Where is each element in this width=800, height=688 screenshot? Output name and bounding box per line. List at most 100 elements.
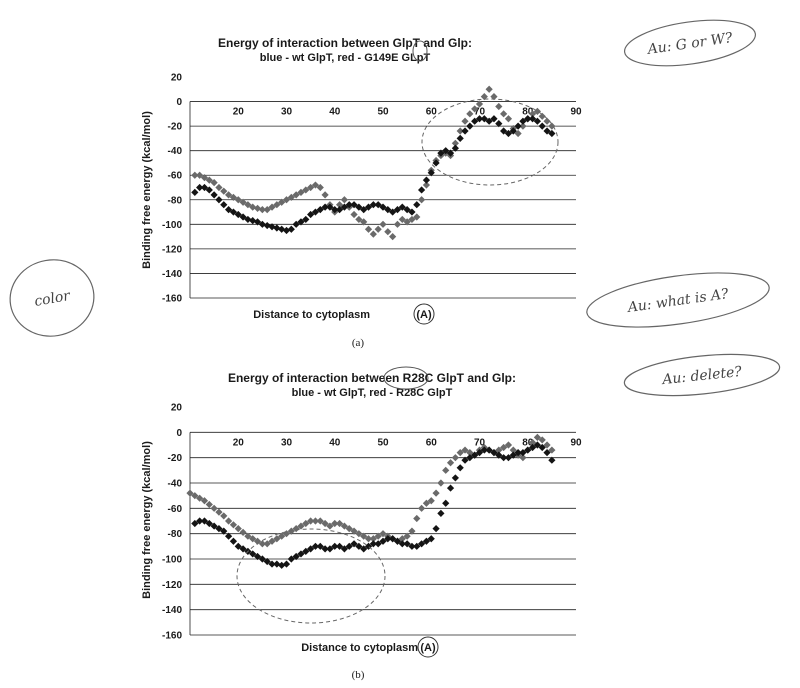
chart-a-points [191, 85, 556, 241]
data-point-series-2 [432, 525, 440, 533]
chart-b-x-axis-label: Distance to cytoplasm [301, 642, 418, 654]
data-point-series-1 [311, 517, 320, 525]
data-point-series-2 [196, 183, 204, 192]
data-point-series-2 [321, 203, 329, 211]
data-point-series-1 [432, 489, 440, 497]
data-point-series-1 [210, 504, 218, 512]
data-point-series-2 [509, 127, 517, 135]
data-point-series-1 [398, 535, 406, 543]
data-point-series-1 [234, 196, 242, 204]
data-point-series-1 [398, 215, 406, 224]
data-point-series-1 [263, 540, 271, 548]
data-point-series-2 [427, 169, 435, 177]
data-point-series-1 [196, 171, 204, 179]
y-tick-label: -60 [168, 171, 183, 182]
x-tick-label: 80 [522, 437, 534, 448]
y-tick-label: -140 [162, 269, 182, 280]
data-point-series-2 [200, 183, 209, 192]
y-tick-label: -40 [168, 146, 183, 157]
chart-a-title: Energy of interaction between GlpT and G… [218, 36, 472, 50]
data-point-series-2 [495, 451, 503, 459]
data-point-series-2 [504, 129, 513, 138]
x-tick-label: 40 [329, 437, 341, 448]
x-tick-label: 20 [233, 107, 245, 118]
data-point-series-1 [543, 441, 551, 449]
data-point-series-2 [519, 449, 527, 457]
margin-note-middle-right-text: Au: what is A? [625, 286, 730, 316]
data-point-series-2 [215, 196, 223, 204]
data-point-series-2 [379, 537, 387, 545]
data-point-series-2 [471, 451, 479, 459]
data-point-series-1 [292, 525, 300, 533]
data-point-series-2 [273, 560, 281, 568]
data-point-series-1 [244, 201, 252, 209]
data-point-series-2 [451, 474, 459, 482]
data-point-series-2 [191, 188, 199, 197]
data-point-series-2 [302, 547, 310, 555]
data-point-series-2 [297, 550, 305, 558]
data-point-series-1 [456, 449, 464, 457]
y-tick-label: 20 [171, 403, 183, 414]
chart-b-gridlines [189, 431, 576, 636]
data-point-series-2 [268, 560, 276, 568]
data-point-series-1 [229, 193, 238, 201]
data-point-series-2 [229, 537, 238, 545]
data-point-series-2 [210, 522, 218, 530]
data-point-series-1 [519, 454, 527, 462]
data-point-series-2 [220, 527, 228, 535]
data-point-series-2 [225, 532, 233, 540]
data-point-series-2 [379, 203, 387, 211]
data-point-series-2 [398, 540, 406, 548]
data-point-series-1 [253, 204, 262, 212]
data-point-series-1 [533, 433, 541, 441]
data-point-series-1 [268, 537, 276, 545]
data-point-series-1 [345, 525, 353, 533]
data-point-series-2 [374, 540, 382, 548]
data-point-series-2 [239, 213, 247, 221]
data-point-series-1 [316, 183, 324, 192]
data-point-series-2 [403, 206, 411, 214]
data-point-series-1 [331, 519, 339, 528]
y-tick-label: -20 [168, 122, 183, 133]
data-point-series-1 [538, 112, 546, 120]
data-point-series-1 [442, 466, 450, 474]
margin-note-left: color [9, 259, 95, 337]
data-point-series-2 [287, 225, 295, 233]
data-point-series-1 [422, 181, 431, 189]
data-point-series-2 [446, 149, 455, 157]
data-point-series-2 [331, 206, 339, 214]
data-point-series-2 [461, 456, 469, 464]
data-point-series-1 [215, 183, 223, 192]
x-tick-label: 60 [426, 107, 438, 118]
chart-b-subtitle: blue - wt GlpT, red - R28C GlpT [292, 387, 453, 399]
data-point-series-1 [326, 522, 334, 530]
data-point-series-1 [374, 225, 382, 233]
data-point-series-1 [278, 532, 286, 540]
handwritten-circle-r28c [383, 366, 429, 390]
margin-note-top-right: Au: G or W? [623, 19, 757, 67]
data-point-series-1 [220, 512, 228, 520]
chart-a-dashed-highlight [421, 98, 559, 186]
data-point-series-1 [258, 206, 266, 214]
data-point-series-1 [225, 191, 233, 199]
data-point-series-2 [331, 542, 339, 550]
data-point-series-1 [350, 210, 358, 219]
data-point-series-1 [234, 525, 242, 533]
data-point-series-2 [514, 122, 522, 130]
data-point-series-1 [244, 532, 252, 540]
y-tick-label: -120 [162, 244, 182, 255]
data-point-series-2 [205, 519, 213, 528]
chart-a-y-axis-label: Binding free energy (kcal/mol) [141, 111, 153, 269]
data-point-series-2 [369, 201, 377, 209]
data-point-series-1 [311, 181, 320, 189]
data-point-series-1 [379, 530, 387, 538]
data-point-series-1 [514, 129, 522, 138]
data-point-series-2 [374, 201, 382, 209]
y-tick-label: -140 [162, 605, 182, 616]
data-point-series-2 [442, 147, 450, 155]
data-point-series-2 [408, 208, 416, 216]
data-point-series-1 [427, 497, 435, 505]
data-point-series-2 [519, 117, 527, 125]
data-point-series-2 [408, 542, 416, 550]
data-point-series-2 [355, 203, 363, 211]
